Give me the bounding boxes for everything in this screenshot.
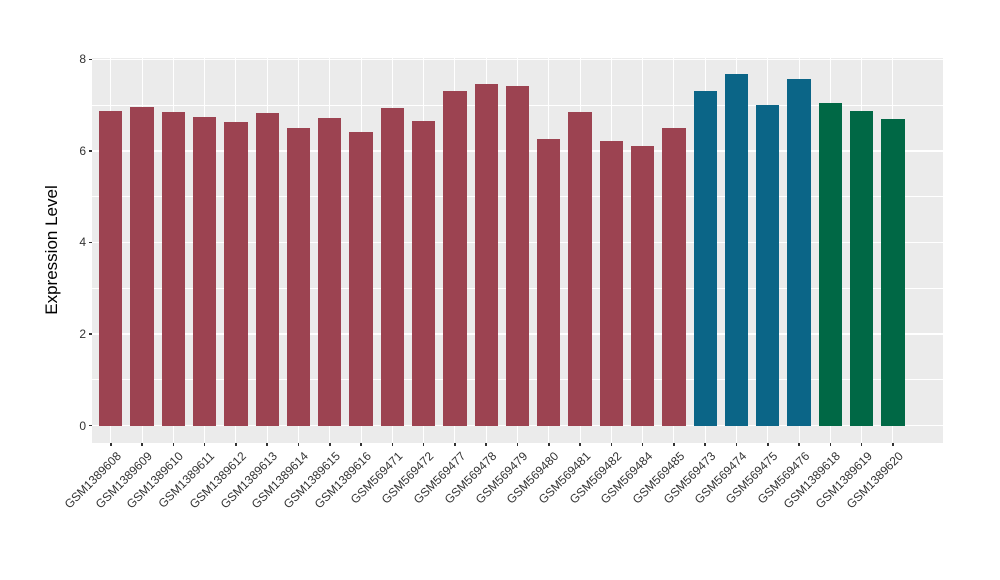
bar-GSM569482 [599,140,623,426]
x-tick-mark [516,443,519,446]
bar-GSM569478 [474,84,498,426]
y-tick-mark [89,241,92,244]
x-tick-mark [110,443,112,446]
x-tick-mark [422,443,425,446]
bar-GSM569479 [505,86,530,426]
bar-GSM1389611 [192,116,217,426]
bar-GSM1389614 [286,127,311,426]
x-tick-mark [704,443,706,446]
x-tick-mark [454,443,456,446]
x-tick-mark [266,443,268,446]
y-tick-mark [89,150,92,152]
bar-GSM1389612 [224,121,248,426]
x-tick-mark [297,443,300,446]
bar-GSM1389619 [850,110,874,426]
x-tick-mark [860,443,863,446]
bar-GSM1389615 [318,117,342,426]
y-tick-label: 2 [79,326,86,341]
bar-GSM569484 [630,145,655,426]
x-tick-mark [798,443,800,446]
x-tick-mark [673,443,675,446]
bar-GSM569472 [411,121,436,426]
y-tick-mark [89,424,92,427]
bar-GSM1389610 [161,111,185,426]
bar-GSM569480 [537,139,561,426]
bar-GSM1389620 [881,118,905,426]
x-tick-mark [391,443,394,446]
x-tick-mark [360,443,362,446]
x-tick-mark [892,443,894,446]
x-tick-mark [641,443,644,446]
bar-GSM1389618 [818,103,842,426]
bar-GSM569477 [443,91,467,426]
bar-GSM1389609 [130,107,154,426]
x-tick-mark [203,443,206,446]
bar-GSM569476 [787,78,811,426]
x-tick-mark [141,443,143,446]
bar-GSM1389608 [99,110,123,426]
y-tick-label: 0 [79,418,86,433]
x-tick-mark [329,443,331,446]
bar-GSM1389613 [255,113,279,426]
bar-GSM1389616 [349,132,373,426]
y-tick-label: 4 [79,235,86,250]
y-tick-label: 8 [79,52,86,67]
bar-GSM569471 [380,107,404,426]
x-tick-mark [579,443,581,446]
bar-GSM569485 [662,128,686,426]
x-tick-mark [548,443,550,446]
plot-panel [92,58,943,443]
x-tick-mark [172,443,175,446]
bar-GSM569473 [693,91,717,426]
x-tick-mark [485,443,487,446]
y-tick-mark [89,58,92,61]
y-tick-mark [89,333,92,335]
y-tick-label: 6 [79,143,86,158]
x-tick-mark [735,443,738,446]
bar-GSM569474 [724,74,749,426]
x-tick-mark [235,443,237,446]
bar-GSM569475 [756,105,780,426]
x-tick-mark [610,443,613,446]
x-tick-mark [767,443,769,446]
x-tick-mark [829,443,832,446]
bar-GSM569481 [568,112,592,426]
